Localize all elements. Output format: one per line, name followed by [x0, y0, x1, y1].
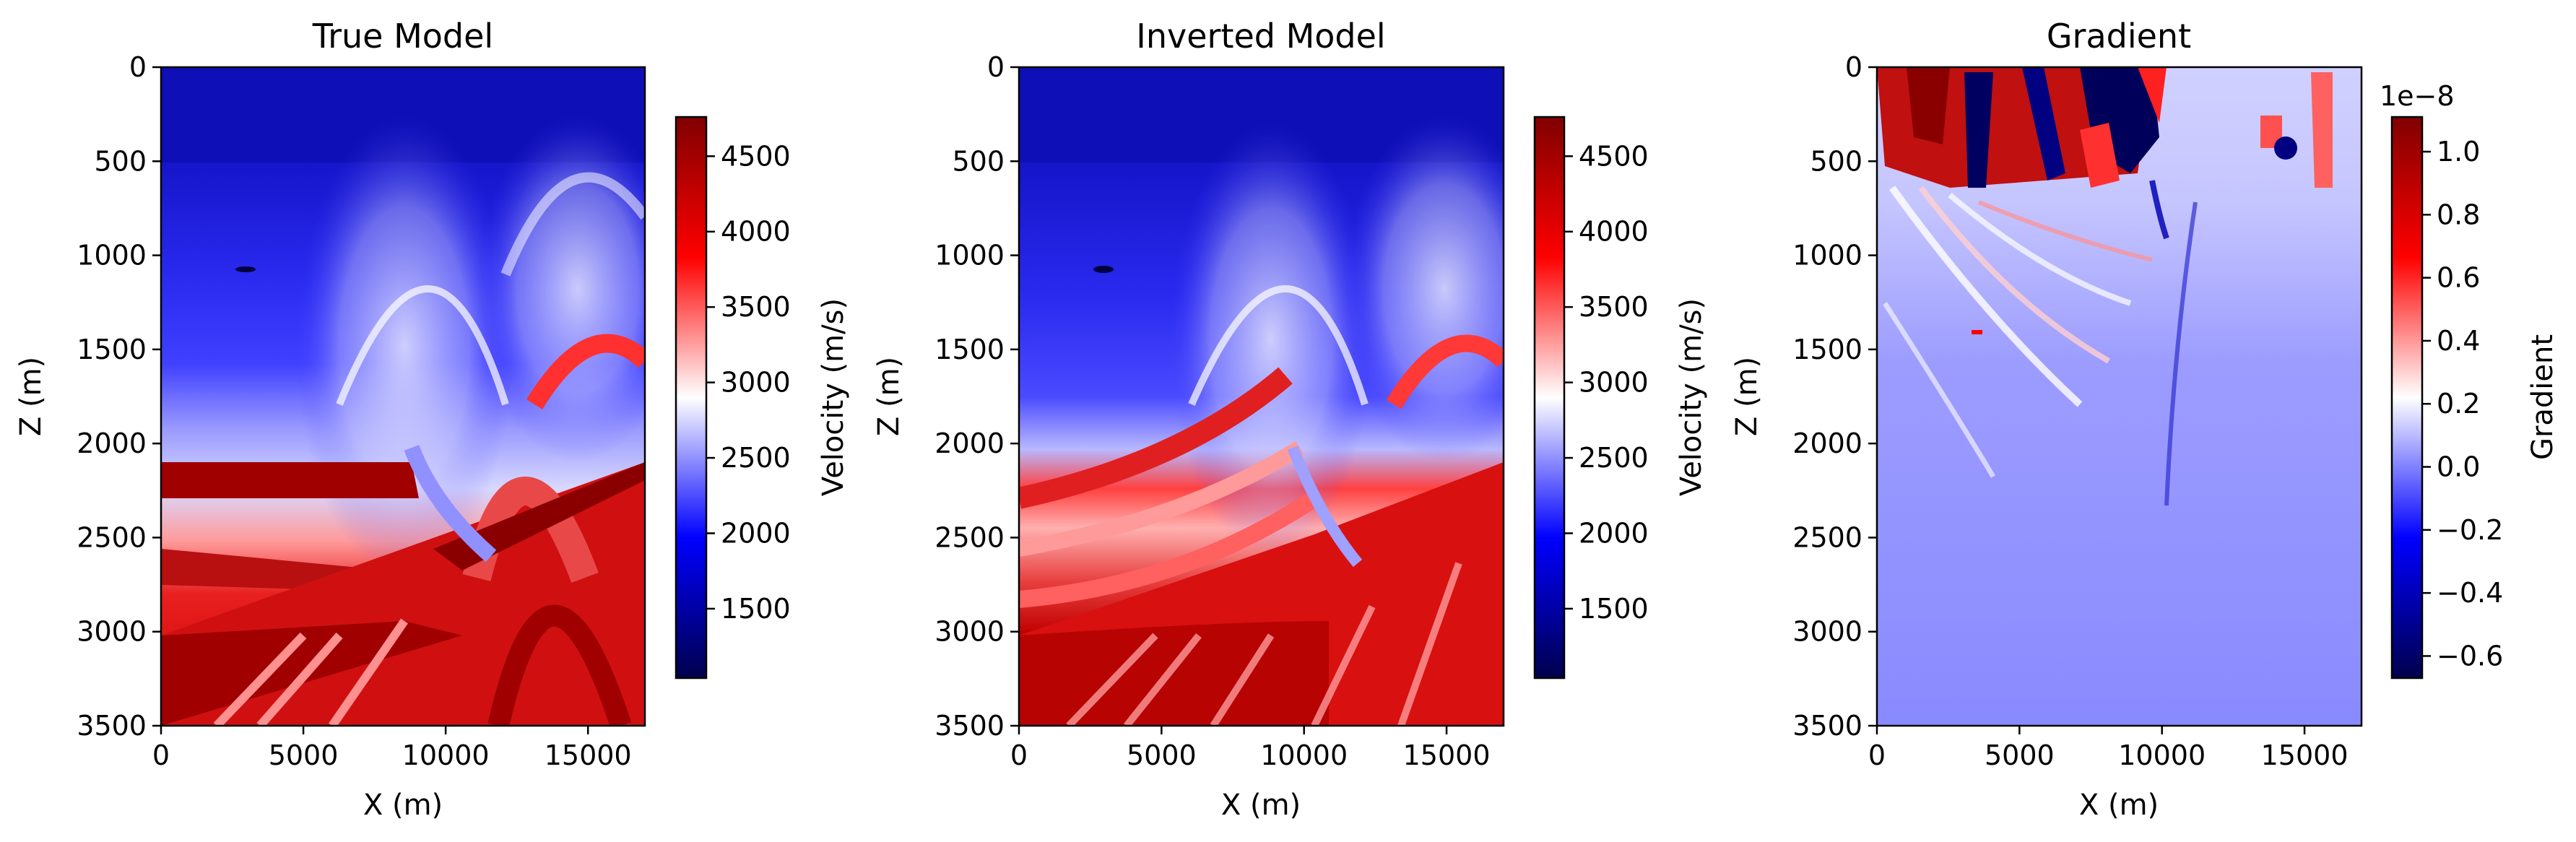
y-tick-label: 1000: [77, 240, 147, 272]
colorbar-tick-label: 4000: [1579, 216, 1649, 248]
y-tick-label: 3000: [1792, 616, 1862, 648]
panel-1-ticks: 0 5000 10000 15000 0 500 1000 1500 2000 2500 3000 3…: [77, 51, 631, 771]
colorbar-1-ticks: 1500 2000 2500 3000 3500 4000 4500: [706, 140, 791, 625]
panel-inverted-model: Inverted Model 0 5000 10000 15000 0 500 1000 15…: [872, 17, 1708, 822]
x-tick-label: 0: [1010, 739, 1028, 771]
y-tick-label: 500: [1810, 145, 1862, 177]
colorbar-tick-label: −0.2: [2437, 514, 2503, 546]
y-tick-label: 3500: [77, 710, 147, 742]
colorbar-tick-label: 2500: [721, 442, 791, 474]
y-tick-label: 0: [1845, 51, 1862, 83]
y-tick-label: 1000: [934, 240, 1005, 272]
x-tick-label: 10000: [1260, 739, 1348, 771]
colorbar-tick-label: 0.4: [2437, 325, 2480, 357]
panel-3-ylabel: Z (m): [1730, 357, 1764, 436]
panel-1-image: [161, 67, 645, 726]
colorbar-tick-label: 4500: [721, 140, 791, 172]
panel-2-title: Inverted Model: [1136, 17, 1385, 56]
y-tick-label: 3000: [934, 616, 1005, 648]
colorbar-tick-label: 0.2: [2437, 388, 2480, 420]
colorbar-tick-label: 4000: [721, 216, 791, 248]
panel-2-image: [1019, 67, 1504, 726]
y-tick-label: 2000: [934, 427, 1005, 459]
panel-3-ticks: 0 5000 10000 15000 0 500 1000 1500 2000 2500 3000 3…: [1792, 51, 2348, 771]
colorbar-tick-label: −0.4: [2437, 577, 2503, 609]
colorbar-tick-label: 2000: [721, 517, 791, 549]
panel-3-image: [1877, 67, 2362, 726]
colorbar-tick-label: 2000: [1579, 517, 1649, 549]
colorbar-1-label: Velocity (m/s): [817, 298, 850, 496]
colorbar-tick-label: 3000: [1579, 367, 1649, 399]
colorbar-2: 1500 2000 2500 3000 3500 4000 4500 Velocity (m…: [1533, 116, 1708, 680]
panel-2-ticks: 0 5000 10000 15000 0 500 1000 1500 2000 2500 3000 3…: [934, 51, 1490, 771]
colorbar-tick-label: 2500: [1579, 442, 1649, 474]
y-tick-label: 2500: [934, 521, 1005, 553]
y-tick-label: 2000: [77, 427, 147, 459]
y-tick-label: 3500: [1792, 710, 1862, 742]
colorbar-tick-label: 3500: [721, 291, 791, 323]
panel-gradient: Gradient 0 5000 10000 15000 0 500 1000: [1730, 17, 2559, 822]
panel-1-xlabel: X (m): [363, 789, 443, 822]
colorbar-tick-label: 4500: [1579, 140, 1649, 172]
y-tick-label: 3500: [934, 710, 1005, 742]
panel-2-ylabel: Z (m): [872, 357, 906, 436]
x-tick-label: 0: [152, 739, 170, 771]
y-tick-label: 0: [987, 51, 1005, 83]
x-tick-label: 15000: [545, 739, 632, 771]
colorbar-tick-label: 3000: [721, 367, 791, 399]
y-tick-label: 1500: [934, 334, 1005, 365]
panel-2-xlabel: X (m): [1221, 789, 1301, 822]
x-tick-label: 15000: [2261, 739, 2349, 771]
x-tick-label: 5000: [1127, 739, 1197, 771]
y-tick-label: 2000: [1792, 427, 1862, 459]
colorbar-tick-label: 3500: [1579, 291, 1649, 323]
y-tick-label: 3000: [77, 616, 147, 648]
panel-1-title: True Model: [312, 17, 493, 56]
colorbar-3-label: Gradient: [2526, 334, 2559, 460]
colorbar-tick-label: 0.6: [2437, 262, 2480, 294]
panel-3-title: Gradient: [2047, 17, 2191, 56]
x-tick-label: 5000: [1985, 739, 2055, 771]
colorbar-3-offset: 1e−8: [2380, 80, 2455, 112]
y-tick-label: 1500: [77, 334, 147, 365]
colorbar-tick-label: 1500: [721, 593, 791, 625]
panel-1-ylabel: Z (m): [14, 357, 48, 436]
panel-3-xlabel: X (m): [2079, 789, 2159, 822]
colorbar-tick-label: 1.0: [2437, 136, 2480, 168]
colorbar-3-ticks: −0.6 −0.4 −0.2 0.0 0.2 0.4 0.6 0.8 1.0: [2422, 136, 2503, 672]
x-tick-label: 10000: [2118, 739, 2206, 771]
y-tick-label: 2500: [1792, 521, 1862, 553]
colorbar-3: −0.6 −0.4 −0.2 0.0 0.2 0.4 0.6 0.8 1.0 1e−8 Grad…: [2380, 80, 2559, 680]
y-tick-label: 0: [129, 51, 147, 83]
colorbar-2-label: Velocity (m/s): [1675, 298, 1708, 496]
colorbar-tick-label: 1500: [1579, 593, 1649, 625]
y-tick-label: 500: [94, 145, 147, 177]
y-tick-label: 1000: [1792, 240, 1862, 272]
colorbar-tick-label: 0.0: [2437, 451, 2480, 483]
x-tick-label: 10000: [402, 739, 490, 771]
y-tick-label: 2500: [77, 521, 147, 553]
colorbar-tick-label: −0.6: [2437, 640, 2503, 672]
colorbar-1: 1500 2000 2500 3000 3500 4000 4500 Velocity (m…: [675, 116, 850, 680]
x-tick-label: 15000: [1403, 739, 1491, 771]
x-tick-label: 5000: [269, 739, 339, 771]
x-tick-label: 0: [1868, 739, 1886, 771]
y-tick-label: 500: [952, 145, 1005, 177]
y-tick-label: 1500: [1792, 334, 1862, 365]
colorbar-tick-label: 0.8: [2437, 199, 2480, 230]
colorbar-2-ticks: 1500 2000 2500 3000 3500 4000 4500: [1564, 140, 1649, 625]
